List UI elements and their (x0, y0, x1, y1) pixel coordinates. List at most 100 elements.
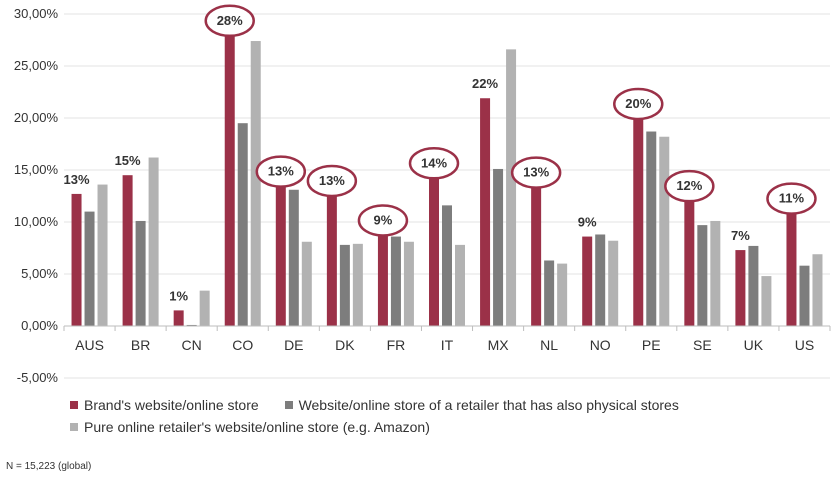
bar-de-series-2 (288, 189, 299, 326)
bar-cn-series-3 (199, 290, 210, 326)
legend-item-retailer: Website/online store of a retailer that … (284, 394, 679, 416)
bar-co-series-3 (250, 41, 261, 326)
y-tick-label: 10,00% (14, 214, 59, 229)
x-tick-label: DK (335, 337, 355, 353)
bar-co-series-1 (224, 34, 235, 327)
bars (71, 34, 823, 327)
bar-it-series-1 (429, 177, 439, 326)
bar-fr-series-1 (377, 234, 388, 326)
highlight-circle (510, 156, 562, 189)
x-tick-label: MX (488, 337, 510, 353)
x-tick-label: AUS (75, 337, 104, 353)
data-label-it: 14% (421, 155, 447, 170)
data-label-de: 13% (268, 164, 294, 179)
y-tick-label: 5,00% (21, 266, 58, 281)
x-tick-label: UK (744, 337, 764, 353)
legend-swatch-pure-online (70, 423, 78, 431)
data-label-cn: 1% (169, 288, 188, 303)
legend-swatch-retailer (284, 401, 293, 409)
bar-uk-series-3 (761, 276, 772, 326)
data-label-nl: 13% (523, 165, 549, 180)
x-tick-label: DE (284, 337, 303, 353)
x-tick-label: IT (441, 337, 454, 353)
y-tick-label: 30,00% (14, 6, 59, 21)
bar-se-series-2 (697, 225, 708, 326)
bar-us-series-1 (786, 212, 797, 326)
bar-co-series-2 (237, 123, 248, 326)
highlight-circle (357, 204, 409, 237)
bar-us-series-3 (812, 254, 823, 326)
bar-chart: -5,00% 0,00% 5,00% 10,00% 15,00% 20,00% 25,00%… (14, 4, 831, 385)
data-label-dk: 13% (319, 173, 345, 188)
data-label-fr: 9% (374, 212, 393, 227)
y-tick-label: 0,00% (21, 318, 58, 333)
data-labels: 13% 15% 1% 28% 13% 13% 9% 14% 22% 13% 9% 20% 12% 7% 11… (64, 4, 817, 303)
bar-mx-series-3 (506, 49, 517, 327)
bar-it-series-3 (455, 244, 465, 326)
x-tick-label: NO (590, 337, 611, 353)
bar-nl-series-2 (544, 260, 555, 326)
legend-swatch-brand (70, 401, 78, 409)
bar-se-series-1 (684, 200, 695, 326)
bar-us-series-2 (799, 265, 810, 326)
y-tick-label: -5,00% (17, 370, 59, 385)
highlight-circle (204, 4, 255, 38)
data-label-no: 9% (578, 215, 597, 230)
x-tick-label: CN (182, 337, 202, 353)
bar-uk-series-2 (748, 245, 759, 326)
data-label-uk: 7% (731, 228, 750, 243)
x-tick-label: PE (642, 337, 661, 353)
bar-no-series-1 (582, 236, 593, 326)
x-tick-label: FR (387, 337, 406, 353)
highlight-circle (766, 182, 817, 215)
bar-pe-series-1 (633, 118, 644, 326)
legend-item-pure-online: Pure online retailer's website/online st… (70, 416, 430, 438)
x-tick-label: BR (131, 337, 150, 353)
bar-pe-series-3 (659, 136, 670, 326)
bar-uk-series-1 (735, 250, 746, 326)
legend-label-pure-online: Pure online retailer's website/online st… (84, 419, 430, 435)
bar-fr-series-3 (403, 241, 414, 326)
bar-fr-series-2 (390, 236, 401, 326)
legend: Brand's website/online store Website/onl… (70, 394, 810, 438)
bar-nl-series-1 (531, 186, 542, 326)
bar-br-series-3 (148, 157, 159, 326)
legend-label-brand: Brand's website/online store (84, 397, 259, 413)
legend-label-retailer: Website/online store of a retailer that … (298, 397, 679, 413)
bar-nl-series-3 (557, 263, 568, 326)
data-label-se: 12% (676, 178, 702, 193)
highlight-circle (255, 155, 307, 188)
legend-item-brand: Brand's website/online store (70, 394, 259, 416)
x-tick-label: NL (540, 337, 558, 353)
highlight-circle (664, 169, 715, 203)
y-tick-label: 15,00% (14, 162, 59, 177)
x-tick-label: SE (693, 337, 712, 353)
y-tick-label: 20,00% (14, 110, 59, 125)
bar-de-series-1 (275, 185, 286, 326)
highlight-circle (408, 147, 460, 180)
footnote: N = 15,223 (global) (6, 461, 92, 472)
x-axis: AUS BR CN CO DE DK FR IT MX NL NO PE SE UK US (63, 325, 831, 353)
bar-it-series-2 (442, 205, 452, 326)
bar-br-series-1 (122, 175, 133, 326)
bar-aus-series-3 (97, 184, 108, 326)
bar-no-series-2 (595, 234, 606, 326)
bar-no-series-3 (608, 240, 619, 326)
bar-br-series-2 (135, 220, 146, 326)
x-tick-label: US (795, 337, 814, 353)
y-tick-label: 25,00% (14, 58, 59, 73)
data-label-aus: 13% (64, 172, 90, 187)
bar-mx-series-1 (480, 98, 491, 327)
data-label-mx: 22% (472, 76, 498, 91)
bar-mx-series-2 (493, 168, 504, 326)
highlight-circle (613, 87, 664, 121)
highlight-circle (306, 164, 358, 198)
bar-de-series-3 (301, 241, 312, 326)
x-tick-label: CO (232, 337, 253, 353)
bar-se-series-3 (710, 220, 721, 326)
bar-aus-series-1 (71, 193, 82, 326)
bar-dk-series-1 (326, 194, 337, 326)
data-label-br: 15% (115, 153, 141, 168)
bar-cn-series-2 (186, 324, 197, 326)
bar-dk-series-2 (339, 244, 350, 326)
